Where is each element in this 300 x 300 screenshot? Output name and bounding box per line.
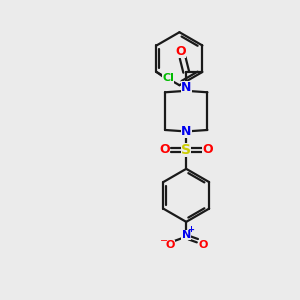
Text: N: N: [181, 125, 191, 138]
Text: N: N: [182, 230, 191, 240]
Text: O: O: [202, 143, 213, 156]
Text: Cl: Cl: [162, 74, 174, 83]
Text: +: +: [187, 225, 194, 234]
Text: O: O: [165, 240, 174, 250]
Text: N: N: [181, 81, 191, 94]
Text: O: O: [175, 45, 186, 58]
Text: S: S: [181, 143, 191, 157]
Text: O: O: [198, 240, 207, 250]
Text: O: O: [160, 143, 170, 156]
Text: −: −: [160, 236, 168, 246]
